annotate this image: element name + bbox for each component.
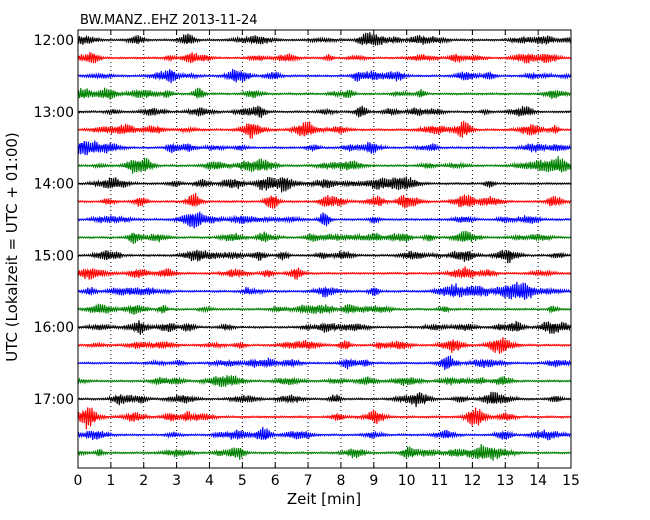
trace-line-17:45 [77, 443, 572, 461]
x-tick-label: 7 [304, 473, 313, 489]
x-tick-label: 11 [431, 473, 449, 489]
y-tick-label: 16:00 [34, 320, 74, 336]
trace-line-16:45 [77, 375, 572, 388]
x-tick-label: 3 [172, 473, 181, 489]
traces-layer [77, 32, 572, 461]
x-tick-label: 2 [139, 473, 148, 489]
trace-line-14:15 [77, 192, 572, 209]
x-tick-label: 5 [238, 473, 247, 489]
trace-line-15:30 [77, 281, 572, 300]
trace-line-13:15 [77, 120, 572, 139]
trace-line-12:15 [77, 51, 572, 64]
trace-line-15:15 [77, 266, 572, 280]
trace-line-16:00 [77, 320, 572, 335]
x-tick-label: 8 [336, 473, 345, 489]
x-tick-label: 0 [74, 473, 83, 489]
x-tick-label: 10 [398, 473, 416, 489]
trace-line-15:45 [77, 303, 572, 315]
y-tick-label: 12:00 [34, 33, 74, 49]
trace-line-12:30 [77, 68, 572, 84]
x-tick-label: 1 [106, 473, 115, 489]
trace-line-14:00 [77, 176, 572, 193]
x-tick-label: 4 [205, 473, 214, 489]
trace-line-15:00 [77, 249, 571, 264]
y-tick-label: 17:00 [34, 392, 74, 408]
y-axis: 12:00 13:00 14:00 15:00 16:00 17:00 [34, 33, 571, 408]
trace-line-17:30 [77, 426, 572, 441]
trace-line-16:30 [77, 355, 572, 371]
trace-line-16:15 [77, 336, 572, 354]
trace-line-17:00 [77, 391, 572, 408]
x-tick-label: 6 [271, 473, 280, 489]
trace-line-13:00 [77, 105, 572, 118]
x-tick-label: 15 [562, 473, 580, 489]
trace-line-14:45 [77, 230, 572, 244]
x-tick-label: 13 [496, 473, 514, 489]
y-tick-label: 15:00 [34, 248, 74, 264]
trace-line-13:45 [77, 155, 572, 174]
x-tick-label: 9 [369, 473, 378, 489]
trace-line-13:30 [77, 140, 571, 156]
grid-layer [110, 30, 539, 468]
x-axis: 0 1 2 3 4 5 6 7 8 9 10 11 12 13 14 15 [74, 30, 580, 489]
trace-line-14:30 [77, 211, 572, 229]
trace-line-12:00 [77, 32, 572, 46]
x-tick-label: 14 [529, 473, 547, 489]
y-tick-label: 14:00 [34, 177, 74, 193]
x-axis-label: Zeit [min] [287, 490, 361, 508]
y-axis-label: UTC (Lokalzeit = UTC + 01:00) [3, 132, 21, 362]
trace-line-17:15 [77, 407, 572, 430]
x-tick-label: 12 [463, 473, 481, 489]
chart-title: BW.MANZ..EHZ 2013-11-24 [80, 13, 258, 28]
plot-frame [77, 29, 572, 469]
y-tick-label: 13:00 [34, 105, 74, 121]
trace-line-12:45 [77, 87, 571, 100]
